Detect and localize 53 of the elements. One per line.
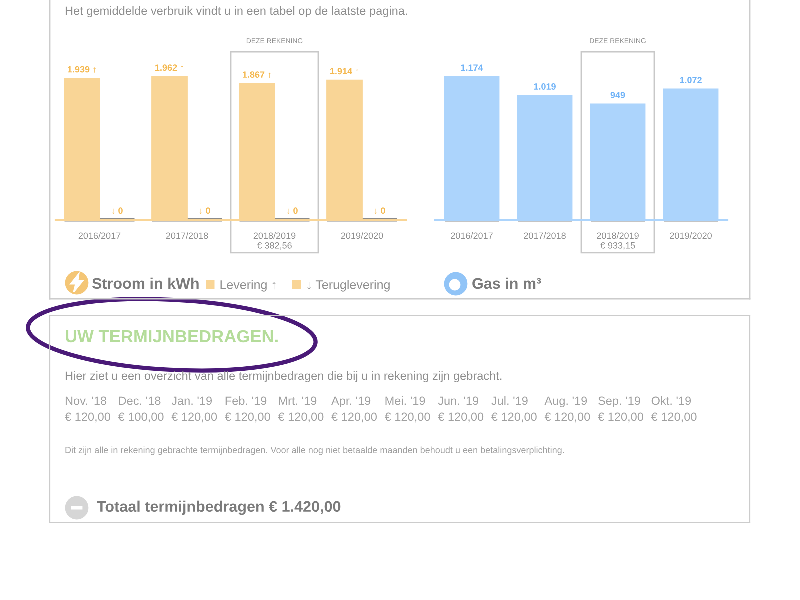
data-label: 1.019	[534, 84, 556, 90]
category-label: Mei. '19	[386, 396, 426, 406]
data-label: 1.939 ↑	[68, 66, 96, 73]
text: Het gemiddelde verbruik vindt u in een tabel op de laatste pagina.	[66, 6, 408, 18]
category-label: Apr. '19	[332, 396, 371, 408]
text: € 120,00	[651, 412, 697, 423]
text: Stroom in kWh	[92, 278, 199, 290]
text: € 120,00	[384, 412, 430, 423]
text: Gas in m³	[472, 278, 542, 290]
x-tick-label: 2018/2019 € 933,15	[597, 232, 639, 250]
data-label: 1.174	[461, 64, 484, 71]
category-label: Sep. '19	[598, 396, 640, 408]
text: Hier ziet u een overzicht van alle termijnbedragen die bij u in rekening zijn gebracht.	[66, 372, 502, 383]
category-label: Nov. '18	[66, 396, 107, 406]
text: € 120,00	[598, 412, 644, 423]
legend-label: ↓ Teruglevering	[308, 280, 390, 292]
text: € 120,00	[172, 412, 218, 423]
category-label: Jul. '19	[492, 396, 528, 406]
text: € 120,00	[491, 412, 537, 423]
data-label: ↓ 0	[112, 208, 123, 214]
data-label: ↓ 0	[287, 208, 298, 214]
data-label: ↓ 0	[374, 208, 386, 214]
data-label: 1.914 ↑	[330, 68, 358, 75]
text: € 120,00	[332, 412, 377, 423]
data-label: 1.962 ↑	[156, 64, 184, 72]
category-label: Jan. '19	[172, 396, 212, 406]
category-label: Jun. '19	[438, 396, 479, 406]
text: € 120,00	[65, 412, 110, 423]
text: Dit zijn alle in rekening gebrachte termijnbedragen. Voor alle nog niet betaalde maanden behoudt u een betalingsverplichting.	[66, 446, 564, 456]
data-label: ↓ 0	[200, 208, 210, 214]
data-label: 1.867 ↑	[243, 72, 271, 78]
x-tick-label: 2017/2018	[166, 232, 208, 240]
text: € 120,00	[278, 412, 324, 423]
category-label: Mrt. '19	[279, 396, 317, 406]
text: UW TERMIJNBEDRAGEN.	[66, 330, 278, 343]
x-tick-label: 2018/2019 € 382,56	[254, 232, 296, 250]
category-label: Dec. '18	[119, 396, 161, 406]
x-tick-label: 2017/2018	[524, 232, 566, 240]
text: € 100,00	[118, 412, 164, 423]
text: € 120,00	[438, 412, 484, 423]
legend-label: Levering ↑	[220, 280, 276, 292]
x-tick-label: 2019/2020	[341, 232, 384, 240]
data-label: 1.072	[680, 77, 702, 84]
x-tick-label: 2016/2017	[451, 232, 493, 240]
text: € 120,00	[224, 412, 270, 423]
data-label: 949	[610, 92, 626, 98]
category-label: Feb. '19	[226, 396, 267, 406]
text: € 120,00	[544, 412, 590, 423]
text: Totaal termijnbedragen € 1.420,00	[97, 500, 341, 516]
x-tick-label: 2019/2020	[670, 232, 712, 240]
x-tick-label: 2016/2017	[78, 232, 121, 240]
category-label: Aug. '19	[544, 396, 588, 408]
category-label: Okt. '19	[652, 396, 692, 406]
